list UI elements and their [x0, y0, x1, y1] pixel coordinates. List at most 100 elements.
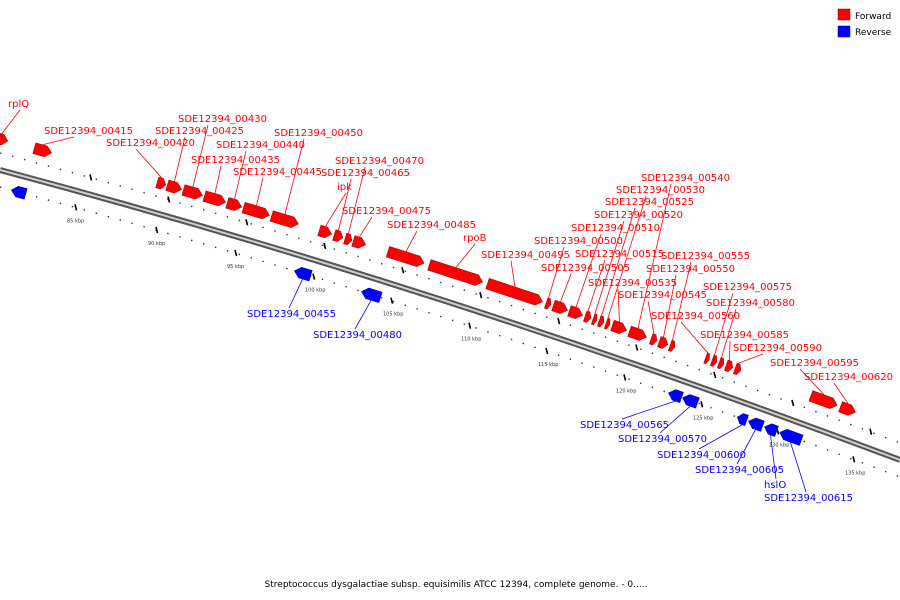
scale-tick-label: 95 kbp	[227, 264, 244, 270]
forward-gene-label: SDE12394_00500	[534, 236, 623, 247]
forward-leader-line	[680, 321, 708, 353]
scale-tick	[155, 226, 159, 234]
forward-gene-SDE12394_00620[interactable]	[838, 401, 858, 418]
forward-gene-SDE12394_00495[interactable]	[485, 278, 545, 307]
forward-gene-label: SDE12394_00435	[191, 155, 280, 166]
scale-tick	[312, 273, 316, 280]
forward-gene-label: SDE12394_00450	[274, 128, 363, 139]
reverse-gene-SDE12394_00455[interactable]	[293, 266, 313, 282]
forward-gene-SDE12394_00430[interactable]	[181, 184, 204, 201]
scale-tick	[700, 401, 704, 408]
forward-leader-line	[714, 292, 734, 356]
scale-tick	[852, 456, 856, 463]
forward-gene-SDE12394_00545[interactable]	[649, 333, 658, 346]
reverse-gene-label: SDE12394_00565	[580, 420, 669, 431]
forward-leader-line	[135, 148, 162, 178]
forward-leader-line	[548, 246, 565, 298]
forward-gene-SDE12394_00445[interactable]	[241, 202, 271, 220]
gene-features	[0, 132, 858, 446]
forward-gene-label: rpoB	[463, 233, 487, 244]
forward-gene-SDE12394_00515[interactable]	[583, 310, 592, 323]
forward-leader-line	[359, 216, 373, 238]
scale-tick	[557, 317, 561, 325]
reverse-leader-line	[698, 424, 743, 450]
forward-gene-SDE12394_00425[interactable]	[165, 179, 183, 195]
genome-caption: Streptococcus dysgalactiae subsp. equisi…	[265, 580, 648, 590]
forward-gene-SDE12394_00530[interactable]	[604, 317, 611, 330]
scale-tick-label: 100 kbp	[305, 288, 325, 294]
forward-gene-rplQ[interactable]	[0, 132, 9, 147]
forward-gene-SDE12394_00595[interactable]	[808, 390, 839, 411]
forward-gene-SDE12394_00485[interactable]	[385, 246, 426, 268]
reverse-gene-SDE12394_00570[interactable]	[681, 393, 700, 409]
forward-gene-label: SDE12394_00540	[641, 173, 730, 184]
forward-gene-label: SDE12394_00590	[733, 343, 822, 354]
scale-tick-label: 85 kbp	[67, 218, 84, 224]
scale-tick	[869, 428, 873, 435]
reverse-gene-SDE12394_00565[interactable]	[667, 388, 684, 403]
reverse-gene-SDE12394_00480[interactable]	[360, 286, 383, 303]
forward-leader-line	[617, 288, 620, 322]
forward-gene-SDE12394_00470[interactable]	[343, 232, 354, 246]
scale-tick	[89, 174, 93, 181]
forward-gene-label: SDE12394_00525	[605, 197, 694, 208]
forward-gene-SDE12394_00435[interactable]	[202, 190, 227, 208]
scale-tick-label: 130 kbp	[769, 442, 789, 448]
forward-gene-SDE12394_00590[interactable]	[733, 362, 742, 375]
forward-leader-line	[455, 243, 476, 268]
reverse-gene-SDE12394_00615[interactable]	[778, 427, 804, 446]
forward-gene-label: SDE12394_00495	[481, 250, 570, 261]
forward-gene-SDE12394_00510[interactable]	[567, 305, 585, 321]
forward-gene-SDE12394_00525[interactable]	[597, 315, 605, 328]
reverse-leader-line	[621, 400, 676, 420]
legend-forward-label: Forward	[855, 12, 891, 22]
forward-leader-line	[637, 183, 672, 329]
forward-gene-label: SDE12394_00520	[594, 210, 683, 221]
forward-leader-line	[192, 124, 209, 187]
forward-gene-SDE12394_00555[interactable]	[668, 339, 676, 352]
forward-gene-label: SDE12394_00560	[651, 311, 740, 322]
forward-leader-line	[594, 220, 625, 314]
forward-gene-SDE12394_00520[interactable]	[591, 313, 598, 326]
forward-gene-SDE12394_00440[interactable]	[225, 197, 244, 213]
forward-gene-label: rplQ	[8, 99, 29, 110]
forward-leader-line	[663, 274, 677, 338]
reverse-gene-label: hslO	[764, 480, 786, 491]
forward-gene-SDE12394_00575[interactable]	[709, 354, 718, 367]
forward-gene-label: SDE12394_00415	[44, 126, 133, 137]
reverse-gene-hslO[interactable]	[763, 422, 779, 437]
reverse-gene-label: SDE12394_00455	[247, 309, 336, 320]
forward-gene-rpoB[interactable]	[427, 259, 485, 288]
reverse-leader-line	[770, 435, 777, 480]
reverse-gene-unlabeled[interactable]	[10, 185, 28, 200]
scale-tick	[390, 297, 394, 304]
forward-leader-line	[721, 308, 737, 358]
scale-tick-label: 90 kbp	[148, 241, 165, 247]
forward-gene-SDE12394_00450[interactable]	[269, 210, 300, 230]
forward-gene-ipk[interactable]	[317, 224, 334, 239]
scale-tick-label: 105 kbp	[383, 312, 403, 318]
forward-gene-label: SDE12394_00545	[618, 290, 707, 301]
forward-gene-SDE12394_00465[interactable]	[332, 229, 345, 243]
forward-leader-line	[737, 353, 764, 364]
forward-gene-SDE12394_00585[interactable]	[724, 359, 734, 373]
forward-gene-SDE12394_00415[interactable]	[32, 142, 53, 158]
forward-gene-label: SDE12394_00580	[706, 298, 795, 309]
forward-gene-SDE12394_00420[interactable]	[155, 176, 168, 190]
forward-gene-SDE12394_00505[interactable]	[551, 299, 570, 315]
reverse-gene-SDE12394_00600[interactable]	[735, 412, 749, 427]
forward-gene-SDE12394_00580[interactable]	[716, 357, 725, 370]
forward-gene-SDE12394_00500[interactable]	[544, 297, 552, 310]
forward-gene-SDE12394_00540[interactable]	[627, 325, 649, 342]
reverse-gene-SDE12394_00605[interactable]	[747, 416, 765, 432]
forward-gene-SDE12394_00550[interactable]	[657, 336, 669, 349]
forward-leader-line	[284, 138, 305, 215]
forward-gene-SDE12394_00475[interactable]	[351, 235, 368, 250]
forward-gene-SDE12394_00560[interactable]	[703, 352, 711, 365]
gene-labels: rplQSDE12394_00415SDE12394_00420SDE12394…	[8, 99, 893, 504]
forward-leader-line	[42, 136, 75, 145]
scale-tick	[74, 204, 78, 211]
forward-gene-SDE12394_00535[interactable]	[610, 319, 629, 335]
forward-gene-label: SDE12394_00470	[335, 156, 424, 167]
